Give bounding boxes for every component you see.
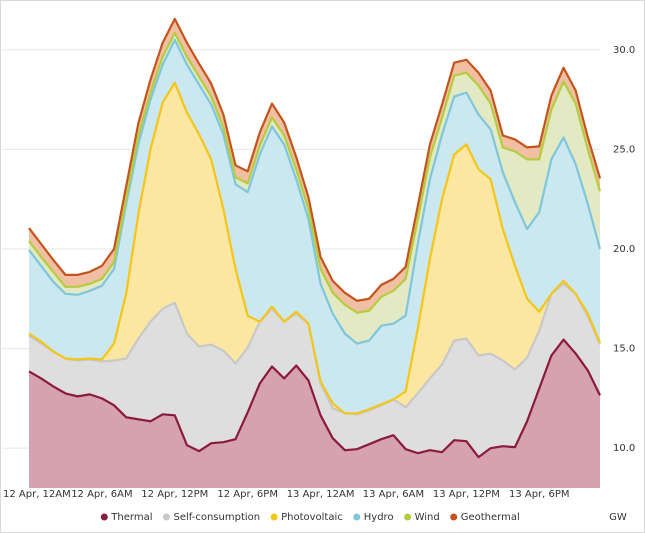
legend-label: Self-consumption [173,512,260,523]
legend-marker [353,513,361,521]
unit-label: GW [609,512,627,523]
area-fill [29,39,600,414]
x-tick-label: 12 Apr, 12PM [141,489,208,500]
legend-marker [270,513,278,521]
x-tick-label: 12 Apr, 6AM [71,489,132,500]
area-line [28,17,602,302]
legend-label: Thermal [110,512,152,523]
x-tick-label: 13 Apr, 12PM [433,489,500,500]
area-fill [29,18,600,313]
area-fill [29,339,600,488]
areas [29,18,600,488]
area-line [28,338,601,459]
y-tick-label: 30.0 [613,45,635,56]
y-tick-label: 15.0 [613,344,635,355]
x-tick-label: 12 Apr, 6PM [217,489,278,500]
area-fill [29,82,600,415]
legend-marker [100,513,108,521]
x-tick-label: 13 Apr, 12AM [287,489,355,500]
x-tick-label: 13 Apr, 6AM [363,489,424,500]
area-line [28,81,602,415]
legend-label: Geothermal [461,512,520,523]
legend-label: Photovoltaic [281,512,343,523]
x-tick-label: 13 Apr, 6PM [509,489,570,500]
y-tick-label: 20.0 [613,244,635,255]
area-line [28,31,602,314]
legend-label: Hydro [364,512,394,523]
legend-marker [162,513,170,521]
legend: Thermal Self-consumption Photovoltaic Hydro… [100,512,520,523]
lines [28,17,602,459]
legend-marker [404,513,412,521]
legend-marker [450,513,458,521]
legend-label: Wind [415,512,440,523]
y-tick-label: 10.0 [613,443,635,454]
y-tick-label: 25.0 [613,144,635,155]
area-fill [29,283,600,458]
x-tick-label: 12 Apr, 12AM [3,489,71,500]
